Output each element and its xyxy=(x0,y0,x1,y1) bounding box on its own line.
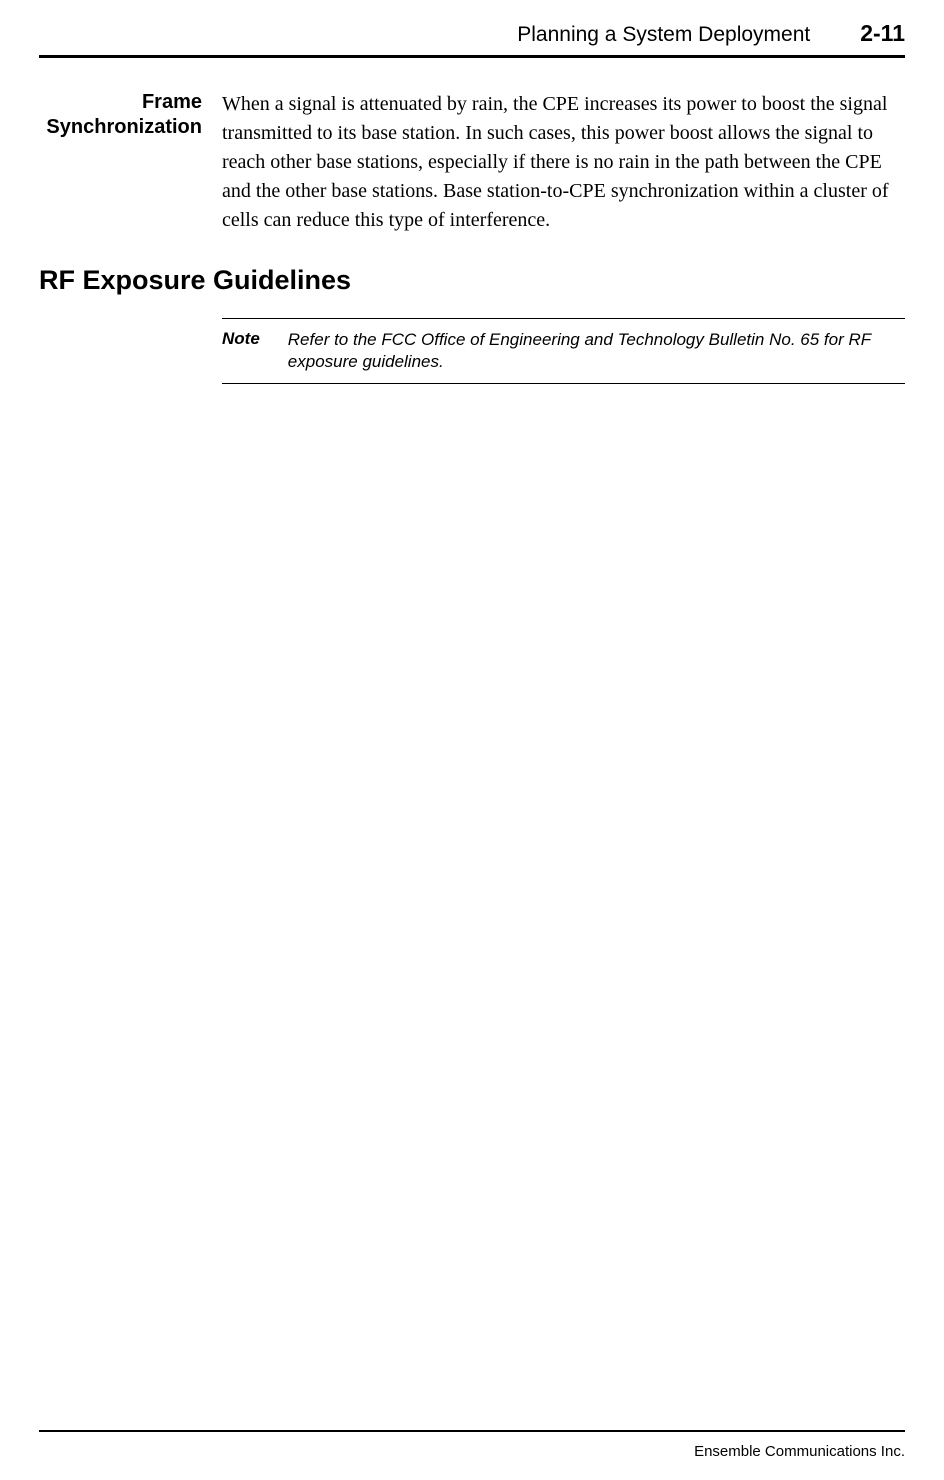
rf-exposure-heading: RF Exposure Guidelines xyxy=(39,265,905,296)
frame-sync-body: When a signal is attenuated by rain, the… xyxy=(222,82,905,235)
header-rule xyxy=(39,55,905,58)
footer-company: Ensemble Communications Inc. xyxy=(694,1443,905,1460)
page-header: Planning a System Deployment 2-11 xyxy=(0,20,905,47)
note-label: Note xyxy=(222,329,260,349)
frame-sync-heading: Frame Synchronization xyxy=(39,82,222,235)
header-title: Planning a System Deployment xyxy=(517,23,810,47)
page-content: Frame Synchronization When a signal is a… xyxy=(39,82,905,384)
header-page-number: 2-11 xyxy=(860,20,905,47)
footer-rule xyxy=(39,1430,905,1432)
note-text: Refer to the FCC Office of Engineering a… xyxy=(288,329,905,373)
frame-sync-section: Frame Synchronization When a signal is a… xyxy=(39,82,905,235)
note-block: Note Refer to the FCC Office of Engineer… xyxy=(222,318,905,384)
